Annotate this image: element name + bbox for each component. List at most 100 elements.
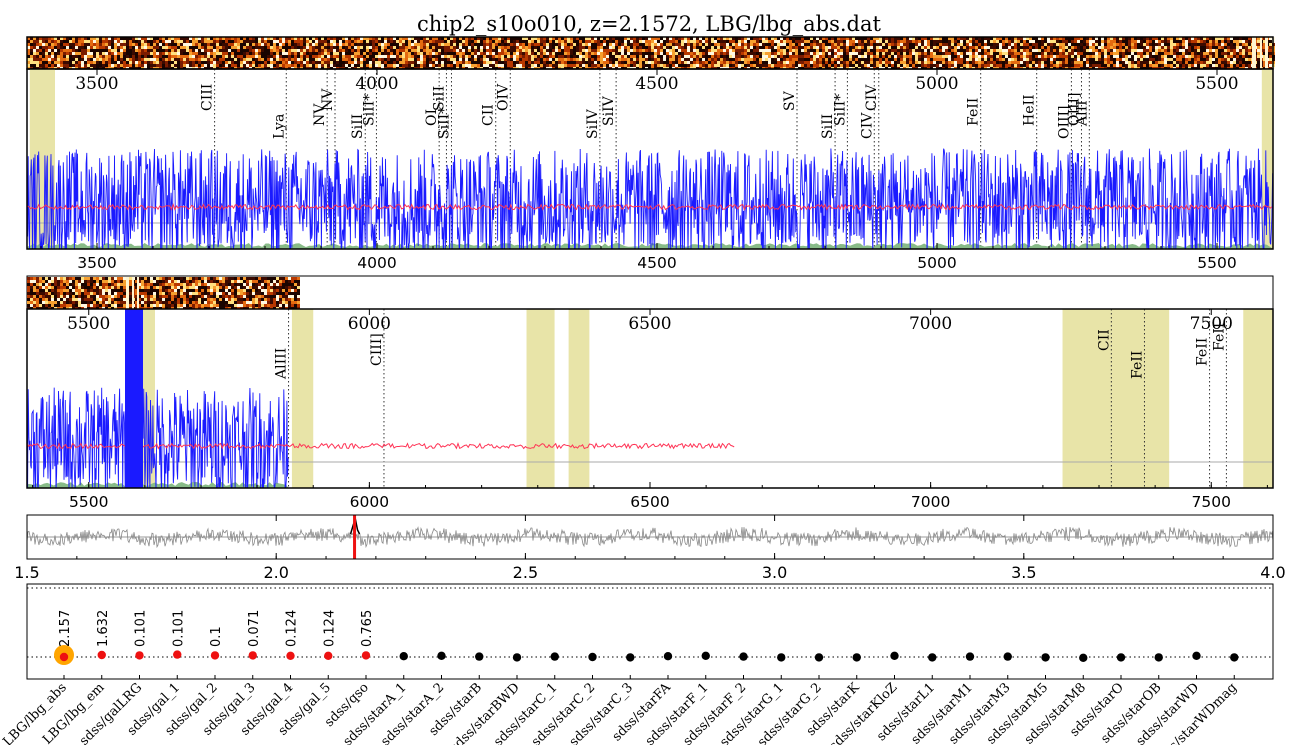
strip-blue-pixel [57, 46, 60, 49]
strip-blue-pixel [675, 40, 678, 43]
strip-blue-pixel [627, 40, 630, 43]
strip-blue-pixel [243, 67, 246, 69]
strip-blue-pixel [1203, 61, 1206, 64]
strip-blue-pixel [1269, 40, 1272, 43]
strip-blue-pixel [1014, 46, 1017, 49]
strip-blue-pixel [453, 58, 456, 61]
strip-blue-pixel [486, 58, 489, 61]
strip-blue-pixel [690, 49, 693, 52]
strip-blue-pixel [552, 40, 555, 43]
strip-blue-pixel [999, 67, 1002, 69]
strip-blue-pixel [966, 52, 969, 55]
strip-blue-pixel [609, 40, 612, 43]
strip-blue-pixel [1170, 37, 1173, 40]
strip-blue-pixel [864, 67, 867, 69]
strip-blue-pixel [654, 46, 657, 49]
tick-label-top: 4500 [635, 74, 678, 94]
strip-blue-pixel [942, 37, 945, 40]
strip-blue-pixel [459, 46, 462, 49]
strip-blue-pixel [321, 40, 324, 43]
strip-blue-pixel [393, 55, 396, 58]
strip-blue-pixel [1155, 55, 1158, 58]
strip-blue-pixel [696, 49, 699, 52]
strip-blue-pixel [1245, 58, 1248, 61]
strip-blue-pixel [963, 52, 966, 55]
strip-blue-pixel [936, 55, 939, 58]
strip-blue-pixel [960, 49, 963, 52]
strip-blue-pixel [1014, 61, 1017, 64]
strip-blue-pixel [210, 61, 213, 64]
strip-blue-pixel [744, 52, 747, 55]
strip-blue-pixel [417, 46, 420, 49]
strip-blue-pixel [882, 43, 885, 46]
strip-blue-pixel [63, 52, 66, 55]
strip-blue-pixel [618, 46, 621, 49]
strip-blue-pixel [705, 37, 708, 40]
strip-blue-pixel [1014, 58, 1017, 61]
strip-blue-pixel [432, 67, 435, 69]
strip-blue-pixel [348, 58, 351, 61]
strip-blue-pixel [396, 61, 399, 64]
strip-blue-pixel [471, 67, 474, 69]
strip-blue-pixel [654, 37, 657, 40]
strip-blue-pixel [1026, 40, 1029, 43]
strip-blue-pixel [603, 37, 606, 40]
tick-label-bottom: 4000 [357, 254, 396, 272]
strip-blue-pixel [261, 64, 264, 67]
strip-blue-pixel [300, 67, 303, 69]
strip-blue-pixel [72, 43, 75, 46]
strip-blue-pixel [849, 64, 852, 67]
strip-blue-pixel [1050, 43, 1053, 46]
strip-blue-pixel [201, 40, 204, 43]
strip-red-pixel [75, 304, 78, 307]
strip-blue-pixel [456, 55, 459, 58]
strip-blue-pixel [165, 67, 168, 69]
strip-blue-pixel [1083, 52, 1086, 55]
strip-blue-pixel [258, 64, 261, 67]
strip-blue-pixel [492, 61, 495, 64]
strip-blue-pixel [1242, 67, 1245, 69]
strip-blue-pixel [486, 43, 489, 46]
strip-blue-pixel [1152, 67, 1155, 69]
strip-blue-pixel [81, 67, 84, 69]
strip-blue-pixel [1119, 55, 1122, 58]
strip-blue-pixel [1080, 37, 1083, 40]
strip-blue-pixel [462, 64, 465, 67]
strip-blue-pixel [1170, 67, 1173, 69]
strip-red-pixel [81, 295, 84, 298]
strip-blue-pixel [1053, 58, 1056, 61]
strip-blue-pixel [195, 37, 198, 40]
strip-blue-pixel [1263, 67, 1266, 69]
strip-blue-pixel [786, 40, 789, 43]
strip-blue-pixel [48, 61, 51, 64]
strip-blue-pixel [435, 61, 438, 64]
strip-blue-pixel [447, 55, 450, 58]
strip-blue-pixel [303, 46, 306, 49]
strip-blue-pixel [1086, 43, 1089, 46]
strip-blue-pixel [762, 49, 765, 52]
strip-blue-pixel [987, 55, 990, 58]
strip-blue-pixel [1269, 46, 1272, 49]
strip-blue-pixel [117, 55, 120, 58]
strip-blue-pixel [819, 58, 822, 61]
strip-blue-pixel [1092, 49, 1095, 52]
strip-blue-pixel [1089, 46, 1092, 49]
strip-blue-pixel [702, 49, 705, 52]
strip-blue-pixel [1140, 52, 1143, 55]
strip-blue-pixel [1047, 58, 1050, 61]
strip-blue-pixel [240, 61, 243, 64]
strip-blue-pixel [1035, 46, 1038, 49]
strip-blue-pixel [936, 58, 939, 61]
strip-blue-pixel [318, 55, 321, 58]
strip-blue-pixel [1023, 64, 1026, 67]
strip-blue-pixel [663, 37, 666, 40]
strip-blue-pixel [99, 40, 102, 43]
strip-blue-pixel [36, 67, 39, 69]
strip-blue-pixel [828, 58, 831, 61]
strip-blue-pixel [426, 40, 429, 43]
strip-blue-pixel [1056, 52, 1059, 55]
strip-blue-pixel [306, 58, 309, 61]
strip-blue-pixel [84, 49, 87, 52]
strip-blue-pixel [585, 40, 588, 43]
strip-blue-pixel [210, 64, 213, 67]
